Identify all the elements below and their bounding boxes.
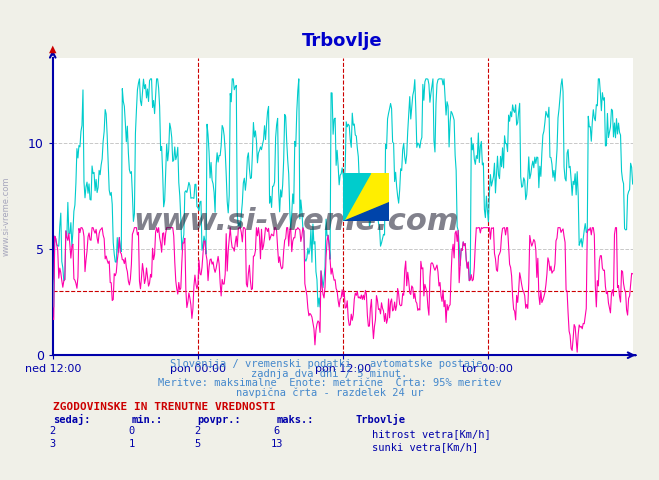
Text: 2: 2 — [194, 426, 201, 436]
Text: sedaj:: sedaj: — [53, 414, 90, 425]
Text: 13: 13 — [271, 439, 283, 449]
Text: 6: 6 — [273, 426, 280, 436]
Text: www.si-vreme.com: www.si-vreme.com — [2, 176, 11, 256]
Text: www.si-vreme.com: www.si-vreme.com — [134, 207, 459, 236]
Text: navpična črta - razdelek 24 ur: navpična črta - razdelek 24 ur — [236, 387, 423, 398]
Text: zadnja dva dni / 5 minut.: zadnja dva dni / 5 minut. — [251, 369, 408, 379]
Text: 3: 3 — [49, 439, 56, 449]
Text: hitrost vetra[Km/h]: hitrost vetra[Km/h] — [372, 430, 491, 439]
Text: Slovenija / vremenski podatki - avtomatske postaje.: Slovenija / vremenski podatki - avtomats… — [170, 359, 489, 369]
Title: Trbovlje: Trbovlje — [302, 33, 383, 50]
Polygon shape — [343, 202, 389, 221]
Text: 1: 1 — [129, 439, 135, 449]
Text: maks.:: maks.: — [277, 415, 314, 425]
Text: 0: 0 — [129, 426, 135, 436]
Text: min.:: min.: — [132, 415, 163, 425]
Text: 5: 5 — [194, 439, 201, 449]
Text: 2: 2 — [49, 426, 56, 436]
Text: ZGODOVINSKE IN TRENUTNE VREDNOSTI: ZGODOVINSKE IN TRENUTNE VREDNOSTI — [53, 402, 275, 412]
Polygon shape — [343, 173, 370, 221]
Text: sunki vetra[Km/h]: sunki vetra[Km/h] — [372, 443, 478, 452]
Text: Trbovlje: Trbovlje — [356, 414, 406, 425]
Text: ▲: ▲ — [49, 44, 57, 54]
Text: Meritve: maksimalne  Enote: metrične  Črta: 95% meritev: Meritve: maksimalne Enote: metrične Črta… — [158, 378, 501, 388]
Text: povpr.:: povpr.: — [198, 415, 241, 425]
